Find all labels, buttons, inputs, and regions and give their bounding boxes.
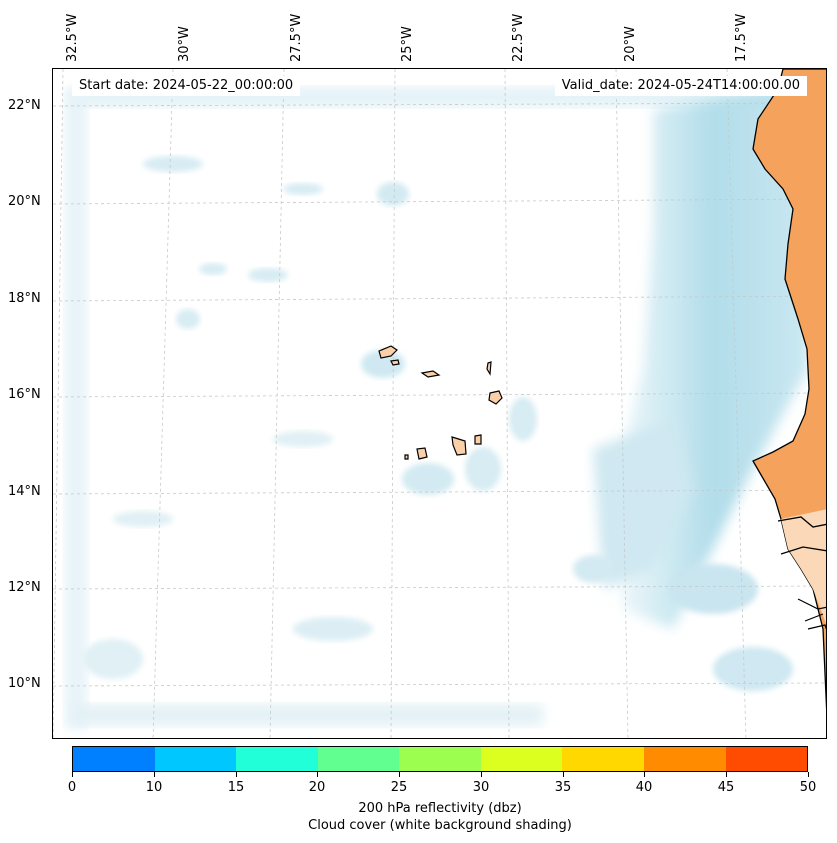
island-santo-antao — [378, 345, 398, 359]
longitude-label: 22.5°W — [511, 13, 526, 62]
valid-date-label: Valid_date: 2024-05-24T14:00:00.00 — [554, 76, 807, 96]
longitude-label: 27.5°W — [289, 13, 304, 62]
colorbar-tick — [481, 772, 482, 777]
cape-verde-islands — [378, 345, 503, 460]
colorbar-tick — [236, 772, 237, 777]
reflectivity-colorbar — [72, 746, 808, 772]
colorbar-tick-label: 15 — [227, 780, 245, 795]
colorbar-tick-label: 10 — [145, 780, 163, 795]
colorbar-tick — [644, 772, 645, 777]
colorbar-segment — [154, 747, 237, 771]
colorbar-tick — [808, 772, 809, 777]
colorbar-tick-label: 30 — [472, 780, 490, 795]
colorbar-tick — [563, 772, 564, 777]
longitude-label: 30°W — [177, 26, 192, 62]
colorbar-tick-label: 35 — [554, 780, 572, 795]
latitude-label: 16°N — [8, 387, 41, 402]
latitude-label: 22°N — [8, 98, 41, 113]
island-boa-vista — [488, 390, 503, 405]
latitude-label: 12°N — [8, 580, 41, 595]
africa-coast — [752, 69, 826, 711]
island-santiago — [451, 436, 467, 456]
colorbar-segment — [236, 747, 318, 771]
colorbar-segment — [725, 747, 808, 771]
island-sao-nicolau — [420, 370, 441, 378]
colorbar-tick — [72, 772, 73, 777]
colorbar-tick-label: 40 — [635, 780, 653, 795]
colorbar-segment — [562, 747, 644, 771]
colorbar-segment — [643, 747, 726, 771]
start-date-label: Start date: 2024-05-22_00:00:00 — [72, 76, 301, 96]
map-panel — [52, 68, 827, 739]
island-maio — [474, 434, 482, 445]
cloud-cover-shading — [65, 87, 813, 729]
map-canvas — [53, 69, 826, 738]
latitude-label: 10°N — [8, 676, 41, 691]
colorbar-tick — [399, 772, 400, 777]
colorbar-segment — [399, 747, 481, 771]
latitude-label: 20°N — [8, 194, 41, 209]
longitude-label: 32.5°W — [65, 13, 80, 62]
longitude-label: 20°W — [623, 26, 638, 62]
longitude-label: 25°W — [400, 26, 415, 62]
colorbar-segment — [317, 747, 400, 771]
colorbar-tick-label: 20 — [308, 780, 326, 795]
graticule — [53, 69, 826, 738]
latitude-label: 18°N — [8, 291, 41, 306]
island-sao-vicente — [390, 359, 400, 366]
island-fogo — [416, 447, 428, 460]
island-sal — [486, 361, 492, 376]
colorbar-title: 200 hPa reflectivity (dbz) — [358, 801, 522, 816]
island-brava — [404, 454, 409, 460]
colorbar-tick-label: 50 — [799, 780, 817, 795]
colorbar-tick-label: 25 — [390, 780, 408, 795]
latitude-label: 14°N — [8, 484, 41, 499]
colorbar-tick — [317, 772, 318, 777]
colorbar-tick — [726, 772, 727, 777]
colorbar-tick-label: 45 — [717, 780, 735, 795]
colorbar-tick — [154, 772, 155, 777]
longitude-label: 17.5°W — [734, 13, 749, 62]
colorbar-segment — [480, 747, 563, 771]
colorbar-subtitle: Cloud cover (white background shading) — [308, 818, 572, 833]
colorbar-tick-label: 0 — [67, 780, 77, 795]
colorbar-segment — [73, 747, 155, 771]
